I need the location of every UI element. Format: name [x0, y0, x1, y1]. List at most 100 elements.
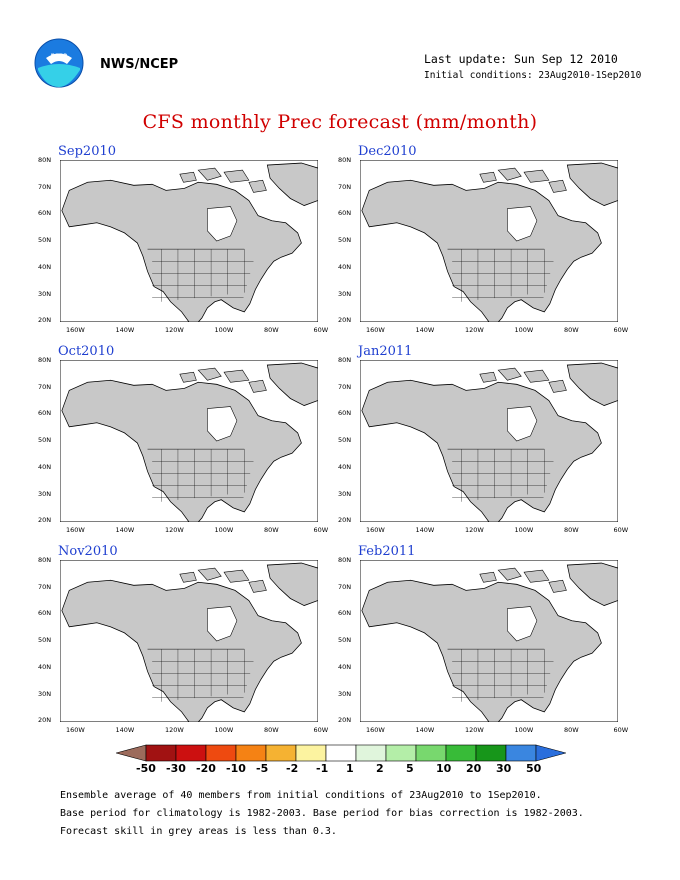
lat-tick-label: 20N: [338, 316, 352, 325]
colorbar-label: 5: [406, 762, 414, 775]
colorbar-label: 20: [466, 762, 482, 775]
precip-map: [60, 560, 318, 722]
lon-tick-label: 100W: [514, 326, 534, 334]
map-panel: Nov2010 80N 70N 60N 50N 40N 30N 20N 160W 140W 120W…: [38, 544, 340, 760]
lat-tick-label: 20N: [338, 516, 352, 525]
lon-tick-label: 60W: [613, 726, 629, 734]
lon-tick-label: 160W: [366, 526, 385, 534]
panel-title: Dec2010: [358, 144, 417, 159]
colorbar-label: 10: [436, 762, 452, 775]
lon-tick-label: 80W: [564, 526, 579, 534]
lon-tick-label: 60W: [613, 526, 629, 534]
lat-tick-label: 80N: [38, 156, 52, 164]
colorbar-swatch: [505, 744, 537, 762]
lon-tick-label: 60W: [313, 326, 329, 334]
lon-tick-label: 120W: [465, 726, 484, 734]
noaa-logo-icon: noaa: [34, 38, 84, 88]
lon-tick-label: 120W: [165, 326, 184, 334]
lon-tick-label: 80W: [264, 726, 279, 734]
lon-tick-label: 80W: [264, 526, 279, 534]
lon-tick-label: 160W: [66, 326, 85, 334]
lat-tick-label: 60N: [38, 209, 52, 218]
lon-tick-label: 120W: [465, 526, 484, 534]
precip-map: [360, 360, 618, 522]
lat-tick-label: 60N: [338, 209, 352, 218]
lat-tick-label: 70N: [38, 582, 52, 591]
lat-tick-label: 70N: [338, 582, 352, 591]
colorbar-label: -2: [286, 762, 299, 775]
lon-tick-label: 100W: [514, 726, 534, 734]
lon-tick-label: 160W: [366, 326, 385, 334]
lat-tick-label: 80N: [38, 356, 52, 364]
colorbar-label: 2: [376, 762, 384, 775]
precip-map: [360, 560, 618, 722]
colorbar-label: -5: [256, 762, 269, 775]
lon-tick-label: 60W: [313, 526, 329, 534]
lat-tick-label: 70N: [38, 382, 52, 391]
lat-tick-label: 30N: [338, 289, 352, 298]
lat-tick-label: 20N: [38, 516, 52, 525]
colorbar-label: 50: [526, 762, 542, 775]
lon-tick-label: 160W: [66, 726, 85, 734]
lon-tick-label: 80W: [564, 726, 579, 734]
colorbar-swatch: [355, 744, 387, 762]
lat-tick-label: 80N: [38, 556, 52, 564]
lon-tick-label: 120W: [165, 726, 184, 734]
lat-tick-label: 40N: [338, 462, 352, 471]
footer-line-2: Base period for climatology is 1982-2003…: [60, 808, 584, 819]
lon-tick-label: 140W: [415, 726, 435, 734]
colorbar-label: -20: [196, 762, 216, 775]
colorbar-swatch: [445, 744, 477, 762]
colorbar-swatch: [295, 744, 327, 762]
lon-tick-label: 120W: [465, 326, 484, 334]
lon-tick-label: 80W: [564, 326, 579, 334]
footer-line-3: Forecast skill in grey areas is less tha…: [60, 826, 337, 837]
lat-tick-label: 40N: [38, 462, 52, 471]
colorbar-swatch: [265, 744, 297, 762]
colorbar-label: 30: [496, 762, 512, 775]
panel-title: Feb2011: [358, 544, 416, 559]
lat-tick-label: 30N: [38, 289, 52, 298]
lat-tick-label: 30N: [338, 489, 352, 498]
lat-tick-label: 80N: [338, 556, 352, 564]
colorbar-label: -1: [316, 762, 329, 775]
precip-map: [60, 160, 318, 322]
lat-tick-label: 30N: [338, 689, 352, 698]
colorbar-label: -10: [226, 762, 246, 775]
lat-tick-label: 50N: [338, 436, 352, 445]
last-update: Last update: Sun Sep 12 2010: [424, 52, 618, 66]
map-panel: Jan2011 80N 70N 60N 50N 40N 30N 20N 160W 140W 120W…: [338, 344, 640, 560]
panel-title: Jan2011: [358, 344, 413, 359]
lat-tick-label: 60N: [38, 609, 52, 618]
lat-tick-label: 40N: [338, 262, 352, 271]
colorbar-swatch: [145, 744, 177, 762]
colorbar-label: 1: [346, 762, 354, 775]
lat-tick-label: 60N: [338, 609, 352, 618]
lon-tick-label: 140W: [415, 526, 435, 534]
lat-tick-label: 80N: [338, 156, 352, 164]
lat-tick-label: 50N: [38, 636, 52, 645]
map-panel: Feb2011 80N 70N 60N 50N 40N 30N 20N 160W 140W 120W…: [338, 544, 640, 760]
panel-title: Nov2010: [58, 544, 118, 559]
initial-conditions: Initial conditions: 23Aug2010-1Sep2010: [424, 70, 642, 81]
colorbar: [116, 744, 566, 762]
colorbar-swatch: [325, 744, 357, 762]
lon-tick-label: 140W: [115, 326, 135, 334]
lon-tick-label: 160W: [366, 726, 385, 734]
lon-tick-label: 100W: [214, 526, 234, 534]
lat-tick-label: 40N: [38, 662, 52, 671]
lon-tick-label: 100W: [514, 526, 534, 534]
footer-line-1: Ensemble average of 40 members from init…: [60, 790, 542, 801]
page-title: CFS monthly Prec forecast (mm/month): [142, 111, 538, 133]
precip-map: [60, 360, 318, 522]
colorbar-swatch: [535, 744, 566, 762]
colorbar-swatch: [415, 744, 447, 762]
lat-tick-label: 40N: [338, 662, 352, 671]
precip-map: [360, 160, 618, 322]
lon-tick-label: 140W: [415, 326, 435, 334]
lat-tick-label: 80N: [338, 356, 352, 364]
lat-tick-label: 60N: [38, 409, 52, 418]
map-panel: Sep2010 80N 70N 60N 50N 40N 30N 20N 160W 140W 120W…: [38, 144, 340, 360]
map-panel: Dec2010 80N 70N 60N 50N 40N 30N 20N 160W 140W 120W…: [338, 144, 640, 360]
agency-name: NWS/NCEP: [100, 57, 179, 72]
